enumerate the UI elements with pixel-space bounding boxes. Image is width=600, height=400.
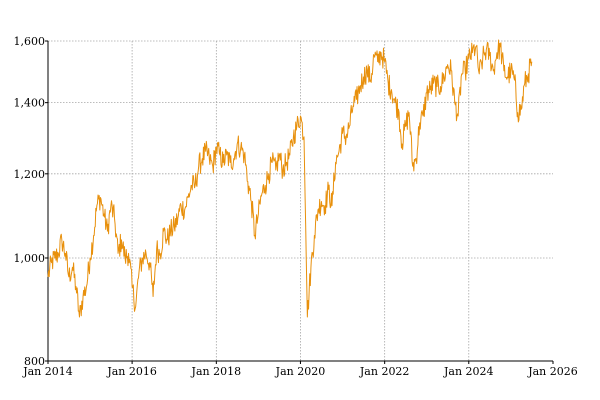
series-layer: [47, 39, 533, 318]
x-tick-label: Jan 2014: [22, 365, 73, 378]
x-axis-tick-labels: Jan 2014 Jan 2016 Jan 2018 Jan 2020 Jan 2022…: [22, 365, 578, 378]
x-tick-label: Jan 2026: [527, 365, 578, 378]
chart-axes: [45, 40, 554, 364]
y-tick-label: 1,600: [14, 35, 46, 48]
x-tick-label: Jan 2022: [359, 365, 410, 378]
y-tick-label: 1,400: [14, 97, 46, 110]
x-tick-label: Jan 2024: [443, 365, 494, 378]
y-tick-label: 1,200: [14, 168, 46, 181]
x-tick-label: Jan 2018: [191, 365, 242, 378]
series-line: [47, 39, 533, 318]
y-tick-label: 1,000: [14, 252, 46, 265]
y-axis-tick-labels: 800 1,000 1,200 1,400 1,600: [14, 35, 46, 368]
x-tick-label: Jan 2016: [106, 365, 157, 378]
y-tick-label: 800: [24, 355, 45, 368]
x-tick-label: Jan 2020: [275, 365, 326, 378]
grid-lines: [48, 40, 553, 361]
